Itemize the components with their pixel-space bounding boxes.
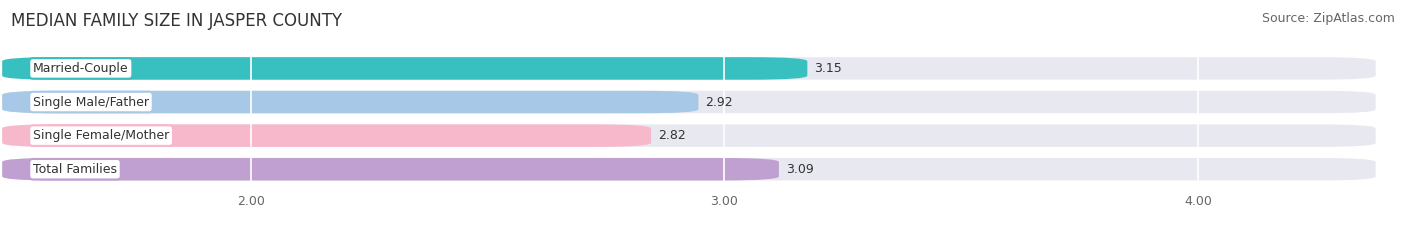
- Text: Source: ZipAtlas.com: Source: ZipAtlas.com: [1261, 12, 1395, 25]
- Text: Married-Couple: Married-Couple: [32, 62, 128, 75]
- FancyBboxPatch shape: [3, 124, 1375, 147]
- FancyBboxPatch shape: [3, 57, 1375, 80]
- Text: 3.15: 3.15: [814, 62, 842, 75]
- Text: 2.82: 2.82: [658, 129, 686, 142]
- FancyBboxPatch shape: [3, 57, 807, 80]
- FancyBboxPatch shape: [3, 158, 779, 181]
- Text: MEDIAN FAMILY SIZE IN JASPER COUNTY: MEDIAN FAMILY SIZE IN JASPER COUNTY: [11, 12, 343, 30]
- Text: Single Female/Mother: Single Female/Mother: [32, 129, 169, 142]
- FancyBboxPatch shape: [3, 124, 651, 147]
- Text: Single Male/Father: Single Male/Father: [32, 96, 149, 109]
- Text: Total Families: Total Families: [32, 163, 117, 176]
- Text: 2.92: 2.92: [706, 96, 733, 109]
- FancyBboxPatch shape: [3, 91, 1375, 113]
- Text: 3.09: 3.09: [786, 163, 814, 176]
- FancyBboxPatch shape: [3, 158, 1375, 181]
- FancyBboxPatch shape: [3, 91, 699, 113]
